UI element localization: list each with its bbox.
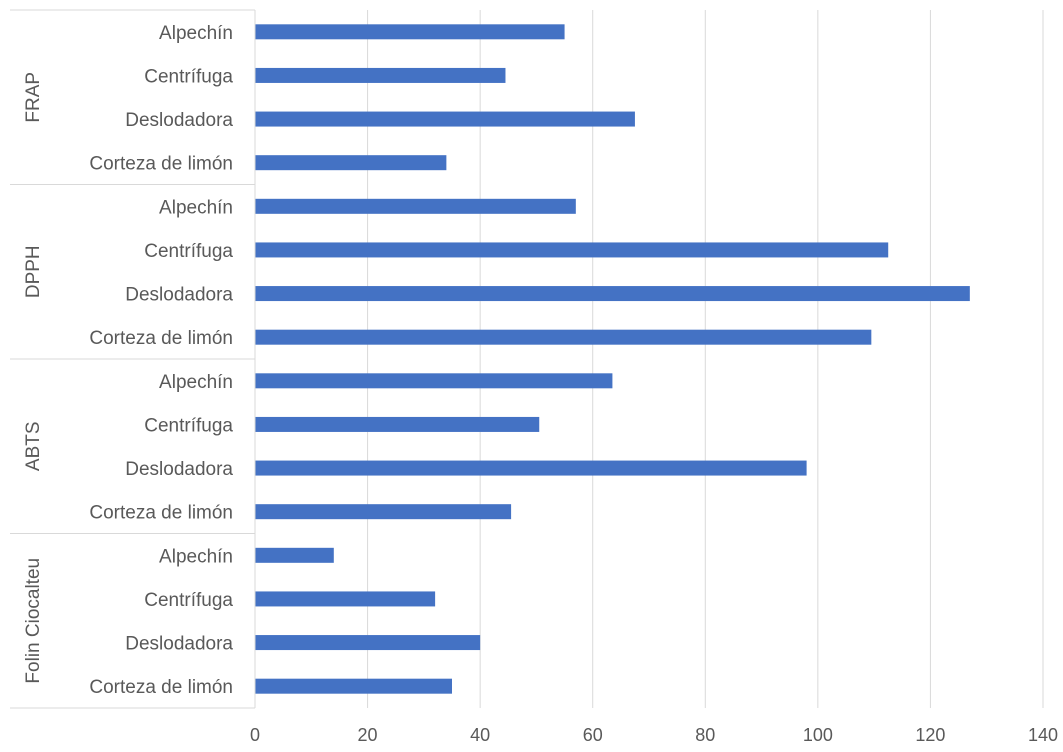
category-label: Deslodadora <box>125 285 233 306</box>
bar <box>255 635 481 651</box>
bar <box>255 591 436 607</box>
category-label: Corteza de limón <box>89 677 233 698</box>
x-tick-label: 60 <box>583 725 603 745</box>
category-axis: FRAP Alpechín Centrífuga Deslodadora Corteza… <box>10 9 256 709</box>
category-label: Centrífuga <box>144 241 233 262</box>
bar <box>255 155 447 171</box>
bar <box>255 67 506 83</box>
category-label: Deslodadora <box>125 634 233 655</box>
category-label: Centrífuga <box>144 66 233 87</box>
bar <box>255 373 613 389</box>
category-label: Corteza de limón <box>89 328 233 349</box>
bar <box>255 678 452 694</box>
category-label: Alpechín <box>159 372 233 393</box>
x-tick-label: 0 <box>250 725 260 745</box>
category-label: Corteza de limón <box>89 154 233 175</box>
bar <box>255 242 889 258</box>
value-axis-ticks: 0 20 40 60 80 100 120 140 <box>250 725 1058 745</box>
category-label: Deslodadora <box>125 110 233 131</box>
bar <box>255 24 565 40</box>
bar <box>255 547 334 563</box>
category-label: Deslodadora <box>125 459 233 480</box>
x-tick-label: 120 <box>915 725 945 745</box>
bar <box>255 329 872 345</box>
group-label: Folin Ciocalteu <box>23 558 44 684</box>
x-tick-label: 80 <box>695 725 715 745</box>
group-label: DPPH <box>23 245 44 298</box>
category-label: Alpechín <box>159 546 233 567</box>
bars <box>255 24 970 694</box>
x-tick-label: 100 <box>803 725 833 745</box>
x-tick-label: 20 <box>358 725 378 745</box>
x-tick-label: 40 <box>470 725 490 745</box>
category-label: Alpechín <box>159 23 233 44</box>
bar <box>255 416 540 432</box>
bar <box>255 111 635 127</box>
group-label: ABTS <box>23 421 44 471</box>
group-label: FRAP <box>23 72 44 123</box>
category-label: Alpechín <box>159 197 233 218</box>
bar <box>255 460 807 476</box>
x-tick-label: 140 <box>1028 725 1058 745</box>
bar <box>255 198 576 214</box>
category-label: Centrífuga <box>144 415 233 436</box>
bar <box>255 504 512 520</box>
category-label: Corteza de limón <box>89 503 233 524</box>
bar <box>255 286 970 302</box>
category-label: Centrífuga <box>144 590 233 611</box>
